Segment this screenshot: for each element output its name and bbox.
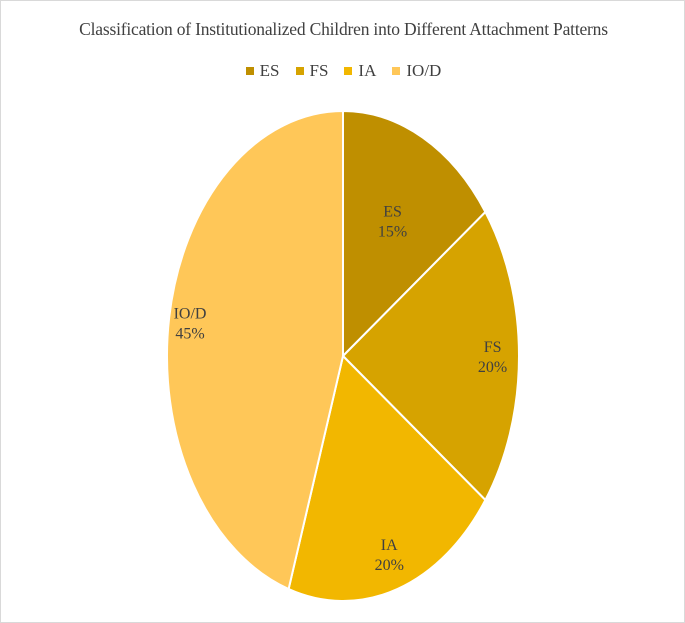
chart-legend: ES FS IA IO/D [1, 61, 685, 81]
legend-swatch-iod [392, 67, 401, 75]
legend-label-es: ES [259, 61, 280, 80]
chart-title: Classification of Institutionalized Chil… [79, 19, 608, 39]
data-label-category-iod: IO/D [174, 305, 207, 322]
pie-slices [165, 109, 520, 602]
pie-slice-iod [165, 109, 344, 591]
legend-item-ia: IA [344, 61, 376, 81]
legend-label-ia: IA [358, 61, 377, 80]
legend-item-es: ES [245, 61, 280, 81]
legend-label-fs: FS [309, 61, 329, 80]
pie-slice-es [342, 109, 487, 359]
data-label-value-iod: 45% [175, 325, 204, 342]
pie-slice-fs [341, 210, 520, 502]
data-label-category-fs: FS [484, 339, 502, 356]
legend-swatch-ia [344, 67, 353, 75]
data-label-value-fs: 20% [478, 359, 507, 376]
legend-item-iod: IO/D [392, 61, 441, 81]
legend-swatch-fs [295, 67, 304, 75]
data-label-value-ia: 20% [375, 557, 404, 574]
data-label-value-es: 15% [378, 224, 407, 241]
pie-data-labels: ES 15% FS 20% IA 20% IO/D 45% [174, 204, 508, 574]
legend-swatch-es [245, 67, 254, 75]
legend-label-iod: IO/D [406, 61, 442, 80]
data-label-category-ia: IA [381, 537, 398, 554]
pie-slice-ia [287, 354, 487, 602]
legend-item-fs: FS [295, 61, 329, 81]
data-label-category-es: ES [383, 204, 402, 221]
